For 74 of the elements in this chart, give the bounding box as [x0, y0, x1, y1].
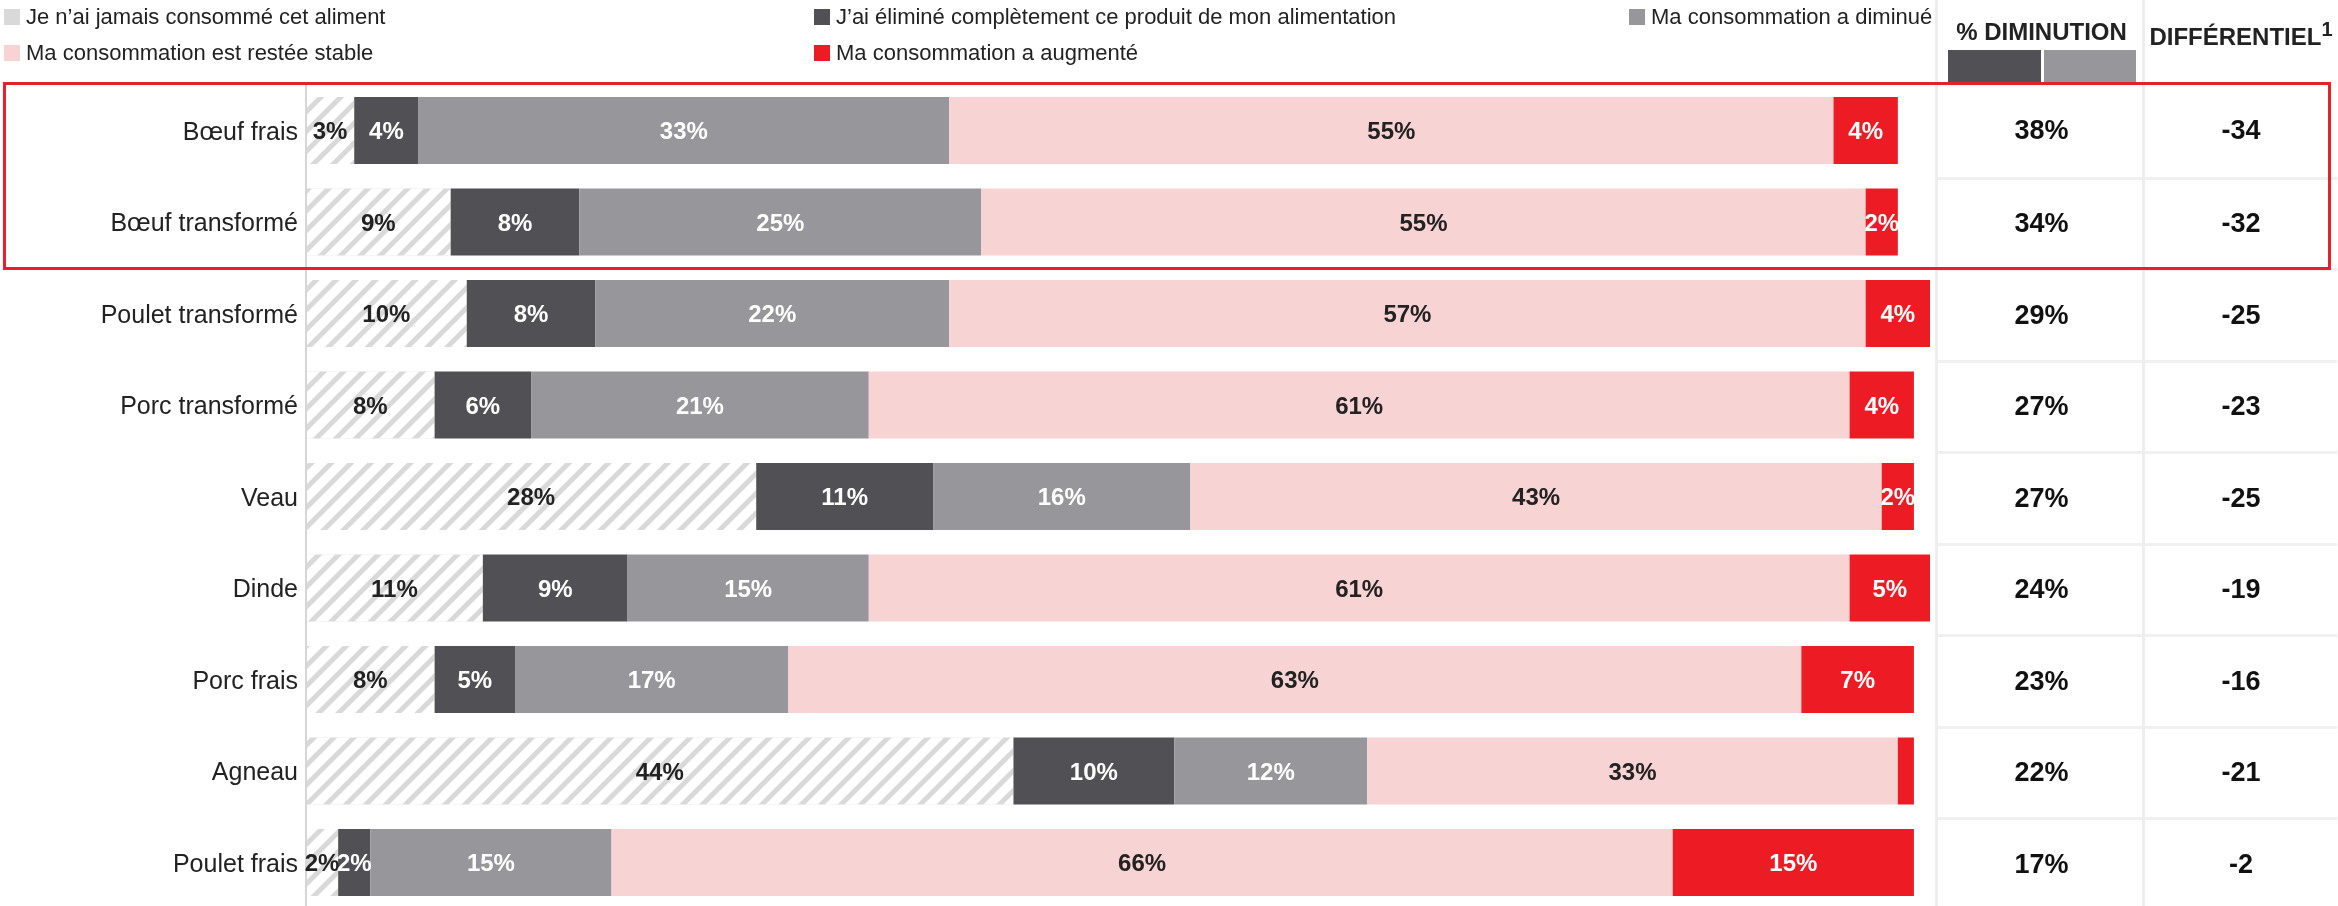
data-label: 8%: [513, 300, 549, 327]
y-tick-label: Poulet transformé: [100, 299, 298, 328]
legend-label: J’ai éliminé complètement ce produit de mon alimentation: [836, 4, 1397, 30]
y-tick-label: Bœuf transformé: [110, 208, 298, 237]
data-label: -16: [2145, 634, 2337, 726]
data-label: 66%: [1118, 849, 1167, 876]
data-label: 7%: [1840, 666, 1875, 693]
data-label: -21: [2145, 725, 2337, 817]
data-label: 24%: [1938, 542, 2145, 634]
data-label: 12%: [1246, 757, 1295, 785]
data-label: 25%: [756, 208, 805, 236]
data-label: 63%: [1270, 666, 1319, 693]
data-label: 16%: [1037, 483, 1086, 510]
data-label: 9%: [361, 208, 396, 236]
data-label: 33%: [659, 117, 708, 144]
data-label: 29%: [1938, 268, 2145, 360]
data-label: 61%: [1335, 391, 1384, 419]
data-label: 23%: [1938, 634, 2145, 726]
data-label: 8%: [497, 208, 533, 236]
data-label: 8%: [352, 666, 388, 693]
data-label: 4%: [1880, 300, 1916, 327]
y-tick-label: Agneau: [211, 757, 298, 786]
data-label: 4%: [369, 117, 404, 144]
data-label: 3%: [312, 117, 348, 144]
data-label: -34: [2220, 114, 2262, 148]
data-label: 8%: [352, 391, 388, 419]
data-label: 4%: [1848, 117, 1884, 144]
data-label: -23: [2145, 359, 2337, 451]
data-label: 15%: [724, 574, 773, 602]
y-tick-label: Poulet frais: [172, 848, 298, 877]
data-label: 17%: [627, 666, 676, 693]
data-label: 34%: [1938, 176, 2145, 268]
data-label: 55%: [1399, 208, 1448, 236]
data-label: 17%: [1938, 817, 2145, 906]
data-label: 61%: [1335, 574, 1384, 602]
data-label: 10%: [1069, 757, 1118, 785]
data-label: 5%: [1872, 574, 1908, 602]
data-label: -25: [2145, 268, 2337, 360]
legend-label: Ma consommation est restée stable: [26, 40, 374, 66]
y-tick-label: Veau: [240, 482, 298, 511]
data-label: 5%: [457, 666, 493, 693]
data-label: 11%: [821, 483, 869, 510]
data-label: 22%: [1938, 725, 2145, 817]
data-label: 28%: [507, 483, 556, 510]
data-label: 55%: [1367, 117, 1416, 144]
y-tick-label: Porc transformé: [120, 391, 298, 420]
data-label: -19: [2145, 542, 2337, 634]
data-label: 15%: [1769, 849, 1818, 876]
data-label: 38%: [2013, 114, 2070, 148]
data-label: 15%: [466, 849, 515, 876]
data-label: 21%: [675, 391, 724, 419]
data-label: 43%: [1512, 483, 1561, 510]
data-label: 27%: [1938, 451, 2145, 543]
legend-label: Je n’ai jamais consommé cet aliment: [26, 4, 386, 30]
legend-label: Ma consommation a diminué: [1651, 4, 1933, 30]
y-tick-label: Porc frais: [192, 665, 298, 694]
data-label: 22%: [748, 300, 797, 327]
text: % DIMINUTION: [1956, 18, 2127, 45]
data-label: 10%: [362, 300, 411, 327]
data-label: -2: [2145, 817, 2337, 906]
legend-label: Ma consommation a augmenté: [836, 40, 1139, 66]
data-label: 33%: [1608, 757, 1657, 785]
data-label: 9%: [537, 574, 573, 602]
data-label: 11%: [371, 574, 418, 602]
y-tick-label: Bœuf frais: [182, 116, 298, 145]
data-label: -32: [2145, 176, 2337, 268]
data-label: -25: [2145, 451, 2337, 543]
data-label: 57%: [1383, 300, 1432, 327]
y-tick-label: Dinde: [232, 574, 298, 603]
data-label: 44%: [635, 757, 684, 785]
data-label: 27%: [1938, 359, 2145, 451]
data-label: 4%: [1864, 391, 1900, 419]
text: DIFFÉRENTIEL$^{1}$: [2149, 18, 2333, 50]
data-label: 6%: [465, 391, 501, 419]
